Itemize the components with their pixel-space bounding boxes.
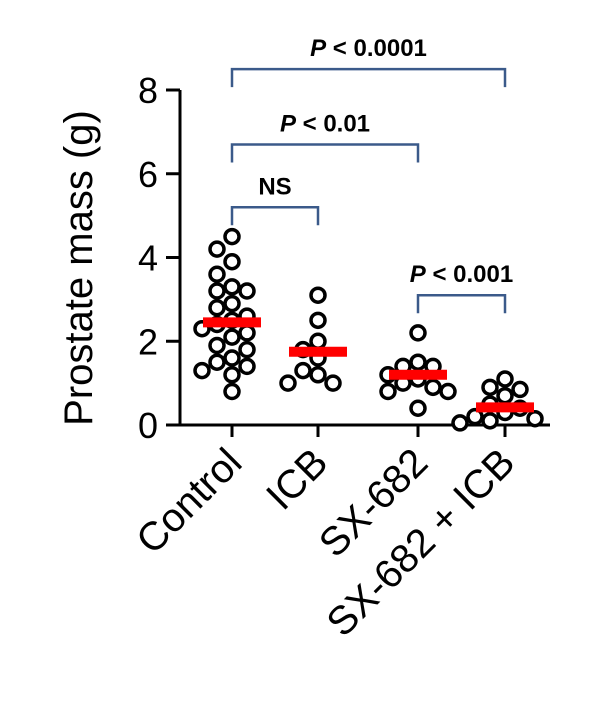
significance-bracket	[230, 206, 320, 226]
data-point	[208, 240, 226, 258]
data-point	[208, 353, 226, 371]
y-tick-label: 0	[138, 405, 158, 446]
data-point	[526, 409, 544, 428]
p-value-text: < 0.0001	[326, 35, 427, 62]
data-point	[424, 378, 442, 397]
data-point	[309, 366, 327, 384]
y-ticks: 0 2 4 6 8	[138, 70, 180, 446]
data-point	[238, 340, 256, 359]
data-point	[324, 374, 342, 392]
data-point	[238, 324, 256, 342]
mean-bars	[203, 317, 534, 413]
data-point	[309, 311, 327, 330]
data-point	[223, 382, 241, 401]
data-point	[223, 366, 241, 384]
data-point	[279, 374, 297, 392]
data-point	[238, 357, 256, 376]
data-point	[409, 353, 427, 371]
data-point	[208, 265, 226, 283]
p-symbol: P	[280, 110, 297, 137]
y-tick-label: 8	[138, 70, 158, 111]
p-value-text: < 0.01	[296, 110, 370, 137]
significance-bracket	[416, 293, 507, 314]
category-label: Control	[128, 440, 250, 562]
y-tick-label: 6	[138, 154, 158, 195]
data-point	[238, 282, 256, 300]
significance-label: P < 0.01	[280, 110, 370, 137]
category-label: ICB	[258, 440, 336, 518]
significance-label: P < 0.0001	[310, 35, 427, 62]
data-point	[294, 361, 312, 380]
data-point	[496, 370, 514, 388]
significance-bracket	[230, 67, 507, 88]
data-point	[208, 336, 226, 355]
p-symbol: P	[410, 261, 427, 288]
data-point	[223, 328, 241, 346]
data-point	[223, 349, 241, 367]
p-value-text: NS	[258, 173, 291, 200]
data-point	[409, 324, 427, 342]
data-point	[223, 227, 241, 246]
y-axis-title: Prostate mass (g)	[57, 110, 101, 426]
significance-bracket	[230, 143, 420, 163]
data-point	[439, 382, 457, 401]
p-value-text: < 0.001	[426, 261, 513, 288]
data-point	[193, 361, 211, 380]
data-point	[496, 386, 514, 405]
data-point	[208, 282, 226, 300]
data-point	[309, 286, 327, 304]
data-point	[379, 382, 397, 401]
data-point	[223, 294, 241, 313]
significance-label: NS	[258, 173, 291, 200]
data-point	[481, 412, 499, 430]
data-point	[409, 399, 427, 417]
y-tick-label: 2	[138, 321, 158, 362]
data-point	[309, 332, 327, 350]
data-point	[466, 407, 484, 426]
data-point	[223, 252, 241, 271]
y-tick-label: 4	[138, 238, 158, 279]
data-point	[511, 380, 529, 399]
data-point	[223, 278, 241, 296]
data-point	[451, 414, 469, 432]
data-point	[208, 299, 226, 317]
data-points	[193, 227, 544, 432]
significance-label: P < 0.001	[410, 261, 513, 288]
p-symbol: P	[310, 35, 327, 62]
data-point	[481, 378, 499, 397]
